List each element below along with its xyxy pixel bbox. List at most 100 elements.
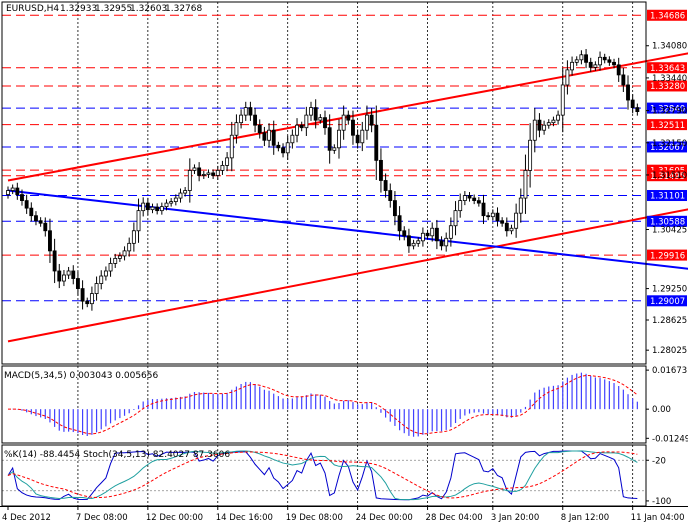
candle-body <box>402 230 407 237</box>
candle <box>411 239 416 250</box>
candle-body <box>215 170 220 176</box>
candle <box>6 186 10 199</box>
candle-body <box>164 202 169 208</box>
candle <box>43 217 48 237</box>
candle <box>318 114 323 124</box>
candle-body <box>239 114 244 124</box>
candle <box>103 266 108 281</box>
candle-body <box>355 134 360 144</box>
candle-body <box>509 227 514 232</box>
candle <box>388 183 393 208</box>
candle-body <box>57 270 62 282</box>
candle <box>257 119 262 139</box>
candle <box>537 113 542 138</box>
candle-body <box>406 235 411 247</box>
candle-body <box>192 167 197 171</box>
candle-body <box>327 127 332 151</box>
main-title: EURUSD,H4 <box>6 4 59 14</box>
candle <box>66 266 71 280</box>
stoch-main-line <box>7 450 638 501</box>
pane-frames <box>0 1 688 507</box>
candle <box>374 105 379 180</box>
candle <box>406 228 411 253</box>
level-tag-1.32511: 1.32511 <box>650 121 685 131</box>
candle-body <box>169 201 174 204</box>
trend-line-red-1 <box>7 208 688 343</box>
price-tick-label-1.31510: 1.31510 <box>652 171 687 181</box>
candle <box>187 158 192 203</box>
ohlc-open: 1.32933 <box>60 4 97 14</box>
level-tag-bg-1.30588 <box>647 215 687 227</box>
level-tag-bg-1.29916 <box>647 249 687 261</box>
candle <box>225 152 230 172</box>
candle-body <box>99 275 104 284</box>
candle <box>178 188 183 203</box>
price-tick-label-1.34080: 1.34080 <box>652 42 687 52</box>
price-tick-label-1.28625: 1.28625 <box>652 316 687 326</box>
candle <box>346 110 351 125</box>
stoch-tick-label-1: -100 <box>652 497 671 507</box>
candle-body <box>113 258 118 264</box>
candle <box>570 56 575 76</box>
candle <box>281 143 285 158</box>
candle <box>337 119 341 159</box>
candle-body <box>472 197 477 201</box>
candle-body <box>220 165 225 171</box>
candle <box>169 198 174 207</box>
candle <box>211 169 216 179</box>
candle <box>369 108 374 133</box>
candle-body <box>29 207 34 217</box>
stoch-tick-label-0: -20 <box>652 456 666 466</box>
price-tick-label-1.32150: 1.32150 <box>652 139 687 149</box>
candle-body <box>103 270 108 277</box>
candle-body <box>38 220 43 224</box>
candle-body <box>131 230 136 244</box>
candle-body <box>48 230 52 252</box>
candle-body <box>574 59 579 63</box>
macd-tick-label-0: 0.016731 <box>652 366 688 376</box>
candle <box>271 120 276 155</box>
candle <box>434 219 439 250</box>
candle <box>612 58 616 69</box>
candle <box>313 99 318 129</box>
candle <box>430 222 435 242</box>
macd-tick-label-1: 0.00 <box>652 405 671 415</box>
candle-body <box>253 114 258 126</box>
candle <box>425 229 430 240</box>
candle-body <box>15 187 20 195</box>
level-tag-1.32840: 1.32840 <box>650 104 685 114</box>
candle <box>192 164 197 174</box>
candle <box>518 188 523 223</box>
candle <box>379 148 383 193</box>
candle <box>239 109 244 129</box>
candle-body <box>234 122 239 136</box>
candle <box>85 297 90 308</box>
candle <box>243 101 248 121</box>
candle <box>131 222 136 252</box>
candle <box>560 67 565 133</box>
candle <box>574 56 579 66</box>
candle-body <box>626 84 630 101</box>
macd-signal-line <box>7 374 638 435</box>
candle-body <box>80 288 85 302</box>
candle-body <box>62 274 66 282</box>
trend-lines <box>7 52 688 343</box>
candle-body <box>565 69 570 86</box>
level-tag-bg-1.29007 <box>647 295 687 307</box>
time-label-0: 4 Dec 2012 <box>2 513 51 523</box>
candle <box>444 232 449 252</box>
candle-body <box>211 172 216 176</box>
candle <box>48 218 52 263</box>
candle-body <box>481 202 486 217</box>
candle <box>150 203 155 214</box>
candle <box>467 192 472 202</box>
level-tag-bg-1.34686 <box>647 9 687 21</box>
candle-body <box>313 107 318 121</box>
candle-body <box>229 134 234 159</box>
axis-labels: 1.34686 1.33643 1.33280 1.32840 1.32511 1.320… <box>2 9 688 523</box>
candle-body <box>290 134 295 144</box>
candle <box>542 120 547 135</box>
level-tag-bg-1.31495 <box>647 170 687 182</box>
candle-body <box>388 190 393 201</box>
candle <box>276 141 281 152</box>
